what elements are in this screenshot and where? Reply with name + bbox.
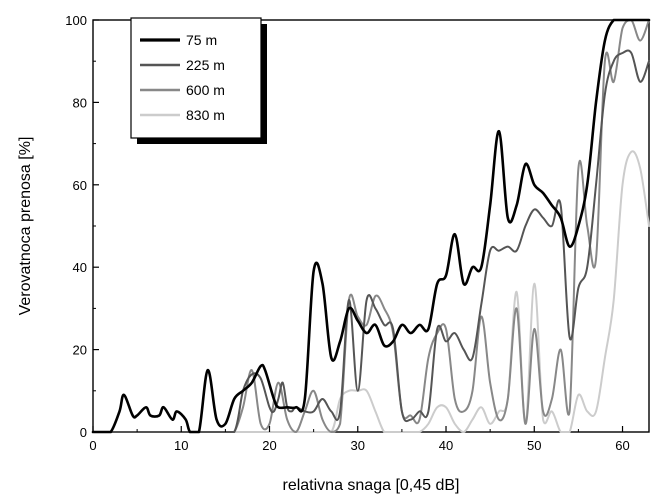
- series-line-225-m: [92, 49, 650, 433]
- series-line-75-m: [91, 18, 651, 434]
- x-tick-label: 20: [262, 438, 276, 453]
- legend-label: 225 m: [186, 57, 225, 73]
- y-tick-label: 20: [73, 343, 87, 358]
- x-tick-label: 0: [89, 438, 96, 453]
- series-line-600-m: [92, 19, 650, 433]
- legend-label: 75 m: [186, 32, 217, 48]
- y-tick-label: 0: [80, 425, 87, 440]
- x-tick-label: 10: [174, 438, 188, 453]
- series-layer: [91, 18, 651, 434]
- x-tick-label: 60: [615, 438, 629, 453]
- y-tick-label: 40: [73, 260, 87, 275]
- legend: 75 m 225 m 600 m 830 m: [130, 17, 267, 144]
- y-axis-title: Verovatnoca prenosa [%]: [17, 137, 34, 316]
- x-tick-label: 30: [351, 438, 365, 453]
- x-tick-label: 50: [527, 438, 541, 453]
- x-axis-title: relativna snaga [0,45 dB]: [282, 477, 459, 494]
- y-tick-label: 60: [73, 178, 87, 193]
- axes-layer: 0 10 20 30 40 50 60 0 20 40 60 80 100: [65, 13, 629, 453]
- y-tick-label: 100: [65, 13, 87, 28]
- y-tick-label: 80: [73, 95, 87, 110]
- legend-items: 75 m 225 m 600 m 830 m: [140, 32, 225, 123]
- legend-label: 830 m: [186, 107, 225, 123]
- x-tick-label: 40: [439, 438, 453, 453]
- legend-label: 600 m: [186, 82, 225, 98]
- legend-box: [130, 17, 262, 139]
